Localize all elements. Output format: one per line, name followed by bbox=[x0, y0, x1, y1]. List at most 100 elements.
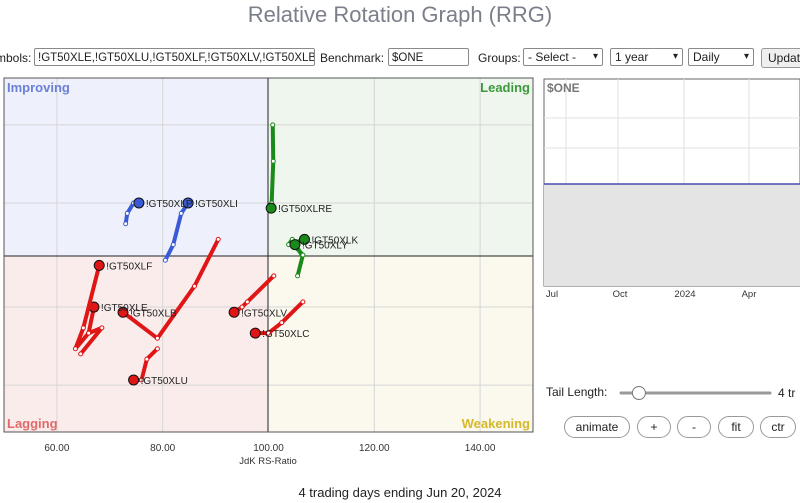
rrg-tails: !GT50XLRE!GT50XLK!GT50XLY!GT50XLI!GT50XL… bbox=[72, 122, 358, 387]
tail-point bbox=[279, 320, 285, 326]
tail-point bbox=[72, 346, 78, 352]
rrg-tail-gt50xlc[interactable]: !GT50XLC bbox=[249, 299, 310, 340]
tail-point bbox=[271, 273, 277, 279]
symbols-label: Symbols: bbox=[0, 51, 32, 65]
quadrant-leading bbox=[268, 78, 533, 256]
date-range-caption: 4 trading days ending Jun 20, 2024 bbox=[298, 485, 502, 500]
benchmark-label: Benchmark: bbox=[320, 51, 385, 65]
x-tick-label: 100.00 bbox=[253, 443, 284, 454]
benchmark-x-tick-label: Oct bbox=[613, 289, 628, 300]
tail-point bbox=[178, 210, 184, 216]
animate-button[interactable]: animate bbox=[564, 416, 630, 438]
update-button[interactable]: Update bbox=[761, 48, 800, 68]
rrg-tail-gt50xlv[interactable]: !GT50XLV bbox=[228, 273, 287, 319]
fit-button[interactable]: fit bbox=[718, 416, 754, 438]
rrg-tail-gt50xlre[interactable]: !GT50XLRE bbox=[265, 122, 332, 215]
chevron-down-icon: ▾ bbox=[592, 51, 598, 62]
tail-head-marker[interactable] bbox=[289, 239, 301, 251]
rrg-tail-gt50xlp[interactable]: !GT50XLP bbox=[123, 197, 193, 227]
frequency-select-value: Daily bbox=[693, 50, 720, 64]
tail-head-marker[interactable] bbox=[128, 374, 140, 386]
tail-point bbox=[80, 325, 86, 331]
quadrant-lagging bbox=[4, 256, 268, 432]
period-select[interactable]: 1 year ▾ bbox=[610, 48, 683, 66]
tail-head-marker[interactable] bbox=[228, 306, 240, 318]
tail-line bbox=[163, 200, 191, 263]
tail-line bbox=[121, 237, 221, 341]
frequency-select[interactable]: Daily ▾ bbox=[688, 48, 754, 66]
tail-length-control: Tail Length: bbox=[546, 385, 607, 399]
tail-point bbox=[124, 210, 130, 216]
benchmark-x-ticks: Jul Oct 2024 Apr bbox=[546, 289, 756, 300]
zoom-out-button[interactable]: - bbox=[677, 416, 711, 438]
tail-point bbox=[244, 299, 250, 305]
tail-point bbox=[78, 351, 84, 357]
tail-label: !GT50XLB bbox=[130, 308, 177, 319]
benchmark-area-fill bbox=[544, 184, 800, 286]
tail-label: !GT50XLV bbox=[241, 308, 287, 319]
rrg-tail-gt50xlf[interactable]: !GT50XLF bbox=[72, 259, 152, 352]
tail-label: !GT50XLF bbox=[106, 261, 152, 272]
benchmark-x-tick-label: Apr bbox=[742, 289, 757, 300]
tail-point bbox=[154, 335, 160, 341]
tail-head-marker[interactable] bbox=[117, 306, 129, 318]
x-tick-label: 120.00 bbox=[359, 443, 390, 454]
quadrant-label-weakening: Weakening bbox=[462, 416, 530, 431]
quadrant-improving bbox=[4, 78, 268, 256]
tail-point bbox=[266, 330, 271, 336]
tail-head-marker[interactable] bbox=[249, 327, 261, 339]
tail-point bbox=[139, 377, 145, 383]
tail-line bbox=[78, 305, 104, 356]
rrg-chart[interactable]: Improving Leading Lagging Weakening !GT5… bbox=[0, 75, 540, 470]
tail-length-label: Tail Length: bbox=[546, 385, 608, 399]
quadrant-label-lagging: Lagging bbox=[7, 416, 58, 431]
tail-head-marker[interactable] bbox=[182, 197, 194, 209]
tail-label: !GT50XLE bbox=[101, 303, 148, 314]
chevron-down-icon: ▾ bbox=[743, 51, 749, 62]
x-tick-label: 140.00 bbox=[465, 443, 496, 454]
benchmark-chart: $ONE Jul Oct 2024 Apr bbox=[543, 78, 800, 300]
x-tick-label: 60.00 bbox=[44, 443, 69, 454]
period-select-value: 1 year bbox=[615, 50, 649, 64]
quadrant-weakening bbox=[268, 256, 533, 432]
tail-label: !GT50XLY bbox=[302, 241, 348, 252]
tail-point bbox=[99, 325, 105, 331]
tail-head-marker[interactable] bbox=[93, 259, 105, 271]
tail-point bbox=[215, 236, 221, 242]
tail-label: !GT50XLRE bbox=[278, 204, 332, 215]
slider-thumb[interactable] bbox=[631, 386, 646, 400]
rrg-tail-gt50xlu[interactable]: !GT50XLU bbox=[128, 346, 188, 387]
benchmark-input[interactable]: $ONE bbox=[388, 48, 469, 66]
rrg-tail-gt50xlb[interactable]: !GT50XLB bbox=[117, 236, 221, 341]
tail-head-marker[interactable] bbox=[265, 202, 277, 214]
tail-point bbox=[123, 221, 129, 227]
tail-point bbox=[162, 257, 168, 263]
tail-head-marker[interactable] bbox=[133, 197, 145, 209]
symbols-input[interactable]: !GT50XLE,!GT50XLU,!GT50XLF,!GT50XLV,!GT5… bbox=[34, 48, 315, 66]
x-tick-label: 80.00 bbox=[150, 443, 175, 454]
tail-point bbox=[154, 346, 160, 352]
tail-head-marker[interactable] bbox=[298, 233, 310, 245]
tail-length-slider[interactable] bbox=[618, 383, 774, 403]
tail-line bbox=[269, 122, 276, 211]
zoom-in-button[interactable]: + bbox=[637, 416, 671, 438]
tail-label: !GT50XLK bbox=[311, 235, 358, 246]
tail-label: !GT50XLP bbox=[146, 199, 193, 210]
chevron-down-icon: ▾ bbox=[672, 51, 678, 62]
tail-point bbox=[144, 356, 150, 362]
center-button[interactable]: ctr bbox=[760, 416, 796, 438]
groups-select[interactable]: - Select - ▾ bbox=[523, 48, 603, 66]
tail-label: !GT50XLU bbox=[141, 376, 188, 387]
benchmark-x-tick-label: 2024 bbox=[674, 289, 695, 300]
x-axis-ticks: 60.00 80.00 100.00 120.00 140.00 bbox=[44, 443, 495, 454]
benchmark-x-tick-label: Jul bbox=[546, 289, 558, 300]
controls-bar: Symbols: !GT50XLE,!GT50XLU,!GT50XLF,!GT5… bbox=[0, 46, 800, 70]
tail-label: !GT50XLC bbox=[262, 329, 309, 340]
tail-length-value: 4 tr bbox=[778, 386, 796, 400]
quadrant-label-leading: Leading bbox=[480, 80, 530, 95]
rrg-tail-gt50xly[interactable]: !GT50XLY bbox=[289, 239, 348, 279]
tail-label: !GT50XLI bbox=[195, 199, 238, 210]
tail-point bbox=[191, 283, 197, 289]
rrg-tail-gt50xli[interactable]: !GT50XLI bbox=[162, 197, 238, 263]
tail-point bbox=[239, 304, 245, 310]
